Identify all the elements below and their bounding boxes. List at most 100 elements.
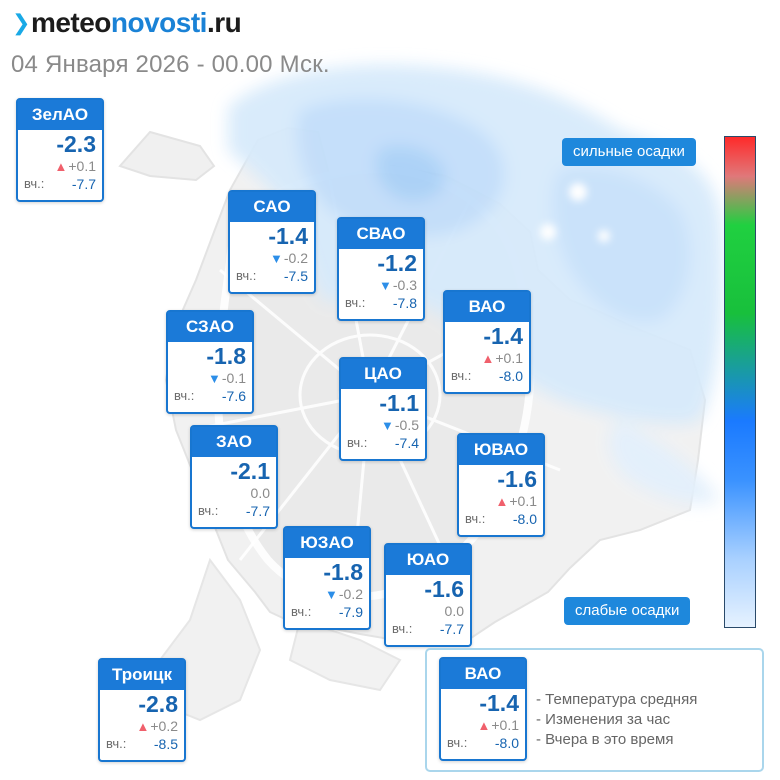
avg-temperature: -1.2: [377, 250, 417, 276]
avg-temperature: -1.8: [206, 343, 246, 369]
change-value: -0.2: [338, 586, 363, 602]
change-value: +0.1: [495, 350, 523, 366]
legend-line-yesterday: - Вчера в это время: [536, 731, 674, 748]
arrow-down-icon: ▼: [379, 278, 392, 293]
district-card-uao: ЮАО -1.6 0.0 вч.: -7.7: [384, 543, 472, 647]
change-value: -0.2: [283, 250, 308, 266]
yesterday-label: вч.:: [347, 435, 368, 450]
district-card-zelao: ЗелАО -2.3 ▲+0.1 вч.: -7.7: [16, 98, 104, 202]
logo-part-meteo: meteo: [30, 7, 111, 38]
yesterday-label: вч.:: [447, 735, 468, 750]
arrow-down-icon: ▼: [325, 587, 338, 602]
district-card-uzao: ЮЗАО -1.8 ▼-0.2 вч.: -7.9: [283, 526, 371, 630]
hourly-change: ▲+0.1: [477, 717, 519, 734]
yesterday-value: -7.4: [394, 435, 419, 451]
hourly-change: ▼-0.5: [381, 417, 419, 434]
change-value: +0.1: [68, 158, 96, 174]
yesterday-value: -7.7: [439, 621, 464, 637]
avg-temperature: -1.4: [268, 223, 308, 249]
arrow-down-icon: ▼: [270, 251, 283, 266]
district-card-troick: Троицк -2.8 ▲+0.2 вч.: -8.5: [98, 658, 186, 762]
yesterday-value: -7.5: [283, 268, 308, 284]
district-name: САО: [230, 192, 314, 222]
avg-temperature: -1.4: [479, 690, 519, 716]
yesterday-value: -7.8: [392, 295, 417, 311]
arrow-down-icon: ▼: [208, 371, 221, 386]
district-name: ЦАО: [341, 359, 425, 389]
date-line: 04 Января 2026 - 00.00 Мск.: [11, 51, 330, 78]
arrow-up-icon: ▲: [481, 351, 495, 366]
change-value: +0.1: [509, 493, 537, 509]
district-card-sao: САО -1.4 ▼-0.2 вч.: -7.5: [228, 190, 316, 294]
yesterday-value: -7.6: [221, 388, 246, 404]
change-value: +0.2: [150, 718, 178, 734]
precipitation-scale-bar: [724, 136, 756, 628]
yesterday-label: вч.:: [24, 176, 45, 191]
site-logo[interactable]: ❯meteonovosti.ru: [12, 6, 242, 40]
avg-temperature: -2.3: [56, 131, 96, 157]
hourly-change: ▼-0.1: [208, 370, 246, 387]
district-name: ЮАО: [386, 545, 470, 575]
hourly-change: ▼-0.2: [270, 250, 308, 267]
district-name: Троицк: [100, 660, 184, 690]
yesterday-label: вч.:: [465, 511, 486, 526]
yesterday-label: вч.:: [106, 736, 127, 751]
yesterday-value: -8.0: [494, 735, 519, 751]
district-card-cao: ЦАО -1.1 ▼-0.5 вч.: -7.4: [339, 357, 427, 461]
district-name: ЮВАО: [459, 435, 543, 465]
avg-temperature: -1.6: [497, 466, 537, 492]
scale-label-heavy: сильные осадки: [562, 138, 696, 166]
district-name: ВАО: [441, 659, 525, 689]
hourly-change: ▲+0.1: [481, 350, 523, 367]
yesterday-label: вч.:: [236, 268, 257, 283]
yesterday-label: вч.:: [174, 388, 195, 403]
district-name: СВАО: [339, 219, 423, 249]
hourly-change: ▲+0.2: [136, 718, 178, 735]
district-card-svao: СВАО -1.2 ▼-0.3 вч.: -7.8: [337, 217, 425, 321]
hourly-change: 0.0: [445, 603, 464, 619]
hourly-change: ▼-0.2: [325, 586, 363, 603]
yesterday-label: вч.:: [392, 621, 413, 636]
district-name: ЗАО: [192, 427, 276, 457]
district-name: ВАО: [445, 292, 529, 322]
logo-part-domain: .ru: [206, 7, 242, 38]
avg-temperature: -1.1: [379, 390, 419, 416]
arrow-up-icon: ▲: [495, 494, 509, 509]
district-card-uvao: ЮВАО -1.6 ▲+0.1 вч.: -8.0: [457, 433, 545, 537]
legend-descriptions: - Температура средняя - Изменения за час…: [536, 690, 697, 750]
change-value: -0.1: [221, 370, 246, 386]
yesterday-value: -7.7: [245, 503, 270, 519]
legend-line-hourly-change: - Изменения за час: [536, 711, 671, 728]
district-name: СЗАО: [168, 312, 252, 342]
yesterday-label: вч.:: [345, 295, 366, 310]
arrow-down-icon: ▼: [381, 418, 394, 433]
hourly-change: ▲+0.1: [54, 158, 96, 175]
district-name: ЗелАО: [18, 100, 102, 130]
yesterday-value: -8.0: [512, 511, 537, 527]
logo-part-novosti: novosti: [110, 7, 208, 38]
hourly-change: 0.0: [251, 485, 270, 501]
arrow-up-icon: ▲: [477, 718, 491, 733]
yesterday-label: вч.:: [451, 368, 472, 383]
district-card-zao: ЗАО -2.1 0.0 вч.: -7.7: [190, 425, 278, 529]
yesterday-value: -8.5: [153, 736, 178, 752]
avg-temperature: -1.6: [424, 576, 464, 602]
hourly-change: ▲+0.1: [495, 493, 537, 510]
yesterday-value: -8.0: [498, 368, 523, 384]
change-value: -0.3: [392, 277, 417, 293]
legend-line-avg-temp: - Температура средняя: [536, 691, 698, 708]
hourly-change: ▼-0.3: [379, 277, 417, 294]
yesterday-label: вч.:: [291, 604, 312, 619]
district-card-vao: ВАО -1.4 ▲+0.1 вч.: -8.0: [443, 290, 531, 394]
district-card-szao: СЗАО -1.8 ▼-0.1 вч.: -7.6: [166, 310, 254, 414]
avg-temperature: -2.1: [230, 458, 270, 484]
yesterday-label: вч.:: [198, 503, 219, 518]
arrow-up-icon: ▲: [54, 159, 68, 174]
arrow-up-icon: ▲: [136, 719, 150, 734]
chevron-icon: ❯: [12, 10, 30, 35]
yesterday-value: -7.7: [71, 176, 96, 192]
avg-temperature: -2.8: [138, 691, 178, 717]
yesterday-value: -7.9: [338, 604, 363, 620]
avg-temperature: -1.8: [323, 559, 363, 585]
change-value: 0.0: [444, 603, 464, 619]
